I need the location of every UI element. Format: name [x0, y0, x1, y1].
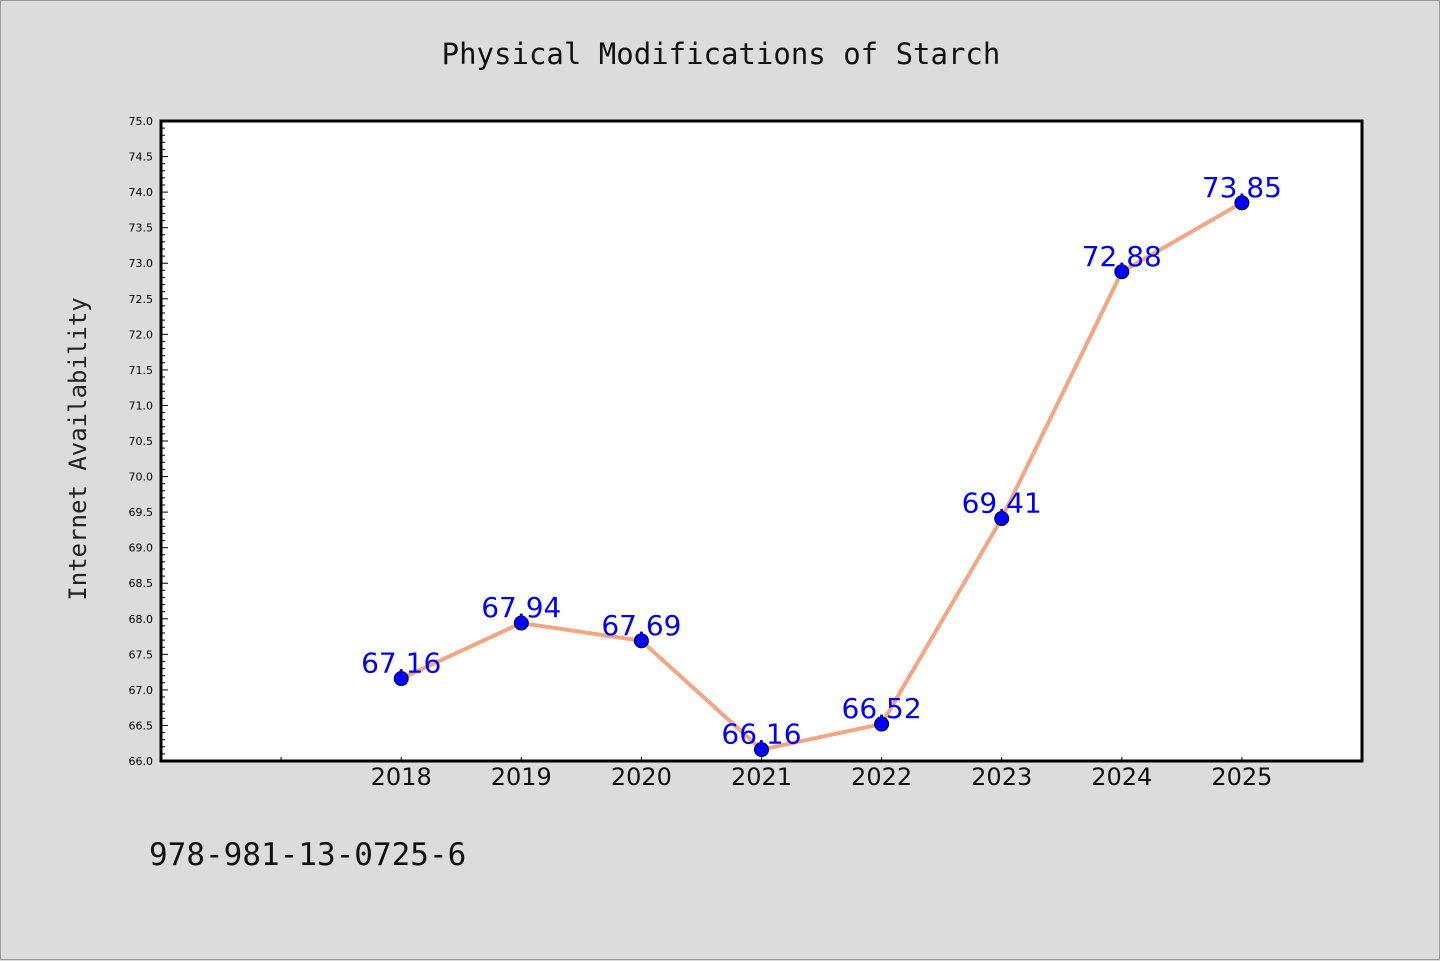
y-tick-label: 67.0 — [129, 684, 154, 697]
y-tick-label: 74.0 — [129, 186, 154, 199]
data-point — [633, 633, 649, 649]
x-tick-label: 2021 — [731, 763, 792, 791]
data-point — [393, 671, 409, 687]
y-tick-label: 73.5 — [129, 222, 154, 235]
data-labels-group: 67.16 67.94 67.69 66.16 66.52 69.41 72.88 73.85 — [361, 171, 1282, 751]
data-label: 66.16 — [721, 718, 801, 751]
data-label: 73.85 — [1202, 171, 1282, 204]
plot-area — [159, 119, 1364, 763]
y-tick-label: 71.5 — [129, 364, 154, 377]
y-tick-label: 69.5 — [129, 506, 154, 519]
y-axis-label: Internet Availability — [64, 297, 92, 600]
y-tick-label: 70.0 — [129, 471, 154, 484]
y-tick-label: 72.0 — [129, 328, 154, 341]
x-axis: 2018 2019 2020 2021 2022 2023 2024 2025 — [160, 757, 1272, 791]
data-label: 69.41 — [962, 487, 1042, 520]
y-tick-label: 73.0 — [129, 257, 154, 270]
y-tick-label: 67.5 — [129, 648, 154, 661]
y-tick-label: 71.0 — [129, 399, 154, 412]
data-point — [754, 742, 769, 758]
y-tick-label: 69.0 — [129, 542, 154, 555]
x-tick-label: 2020 — [611, 763, 672, 791]
y-tick-label: 75.0 — [129, 115, 154, 128]
series-points-group — [393, 195, 1250, 758]
y-axis: 66.0 66.5 67.0 67.5 68.0 68.5 69.0 69.5 70.0 70.5… — [129, 115, 168, 768]
data-label: 67.16 — [361, 647, 441, 680]
x-tick-label: 2022 — [851, 763, 912, 791]
data-label: 66.52 — [842, 692, 922, 725]
series-line — [399, 200, 1244, 752]
y-tick-label: 72.5 — [129, 293, 154, 306]
data-point — [1234, 195, 1250, 211]
isbn-footnote: 978-981-13-0725-6 — [149, 837, 466, 873]
x-tick-label: 2025 — [1211, 763, 1272, 791]
data-point — [874, 716, 890, 732]
y-tick-label: 66.5 — [129, 719, 154, 732]
chart-title: Physical Modifications of Starch — [442, 37, 1001, 71]
data-label: 67.94 — [481, 591, 561, 624]
y-tick-label: 66.0 — [129, 755, 154, 768]
data-point — [1114, 264, 1130, 280]
x-tick-label: 2018 — [371, 763, 432, 791]
series-line-group — [399, 200, 1244, 752]
x-tick-label: 2024 — [1091, 763, 1152, 791]
y-tick-label: 74.5 — [129, 151, 154, 164]
data-point — [513, 615, 529, 631]
x-tick-label: 2023 — [971, 763, 1032, 791]
x-tick-label: 2019 — [491, 763, 552, 791]
y-tick-label: 68.0 — [129, 613, 154, 626]
data-label: 67.69 — [601, 609, 681, 642]
y-tick-label: 68.5 — [129, 577, 154, 590]
y-tick-label: 70.5 — [129, 435, 154, 448]
data-label: 72.88 — [1082, 240, 1162, 273]
data-point — [994, 511, 1010, 527]
